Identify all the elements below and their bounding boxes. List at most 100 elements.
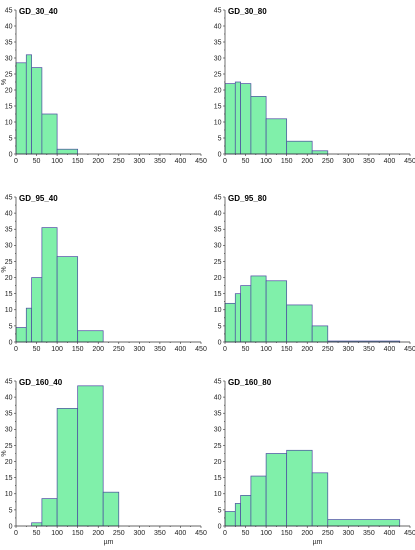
y-tick-label: 25 [5,259,13,266]
histogram-bar [15,327,27,343]
y-tick-label: 0 [9,151,13,158]
x-axis-label: µm [104,539,114,546]
histogram-bar [250,475,267,527]
histogram-bar [265,453,288,527]
y-tick-label: 35 [5,411,13,418]
x-tick-label: 200 [301,530,313,537]
y-tick-label: 40 [5,23,13,30]
x-tick-label: 100 [51,346,63,353]
y-tick-label: 35 [214,39,222,46]
y-tick-label: 0 [218,151,222,158]
x-tick-label: 200 [301,158,313,165]
panel-title: GD_30_40 [19,7,58,16]
panel-title: GD_95_40 [19,194,58,203]
histogram-bar [102,491,120,527]
histogram-bar [31,277,43,343]
y-tick-label: 45 [214,378,222,385]
x-tick-label: 350 [154,158,166,165]
x-tick-label: 450 [195,158,207,165]
y-tick-label: 5 [9,507,13,514]
x-tick-label: 50 [33,346,41,353]
y-tick-label: 25 [214,443,222,450]
panel-title: GD_30_80 [228,7,267,16]
x-tick-label: 250 [322,346,334,353]
x-tick-label: 50 [33,530,41,537]
histogram-bar [15,62,27,155]
x-tick-label: 200 [92,158,104,165]
y-tick-label: 20 [214,459,222,466]
histogram-bar [224,511,236,527]
y-tick-label: 35 [214,411,222,418]
y-tick-label: 20 [214,87,222,94]
y-tick-label: 30 [5,55,13,62]
y-tick-label: 10 [5,119,13,126]
y-tick-label: 10 [5,307,13,314]
histogram-bar [234,293,241,343]
histogram-bar [265,118,288,155]
y-tick-label: 40 [5,211,13,218]
y-tick-label: 10 [214,119,222,126]
x-tick-label: 400 [384,158,396,165]
histogram-bar [41,113,58,155]
x-tick-label: 100 [260,530,272,537]
y-tick-label: 20 [214,275,222,282]
histogram-bar [311,472,329,527]
histogram-bar [56,256,79,343]
x-tick-label: 450 [195,530,207,537]
y-tick-label: 30 [214,243,222,250]
x-tick-label: 350 [363,346,375,353]
x-tick-label: 150 [72,530,84,537]
x-tick-label: 300 [342,346,354,353]
histogram-bar [31,522,43,527]
x-axis-label: µm [313,539,323,546]
x-tick-label: 100 [260,158,272,165]
y-tick-label: 35 [5,39,13,46]
y-tick-label: 30 [5,427,13,434]
x-tick-label: 450 [195,346,207,353]
x-tick-label: 0 [14,158,18,165]
y-tick-label: 30 [214,427,222,434]
y-tick-label: 40 [214,395,222,402]
y-tick-label: 25 [214,71,222,78]
y-tick-label: 40 [214,23,222,30]
y-tick-label: 45 [5,378,13,385]
x-tick-label: 350 [154,530,166,537]
histogram-bar [224,302,236,343]
x-tick-label: 0 [223,346,227,353]
y-tick-label: 0 [218,523,222,530]
x-tick-label: 100 [51,530,63,537]
y-tick-label: 5 [218,135,222,142]
histogram-bar [25,307,32,343]
x-tick-label: 300 [342,158,354,165]
y-tick-label: 15 [214,475,222,482]
y-tick-label: 25 [5,443,13,450]
y-tick-label: 0 [9,523,13,530]
histogram-bar [250,275,267,343]
histogram-bar [240,285,252,343]
y-tick-label: 10 [214,307,222,314]
y-tick-label: 45 [214,194,222,201]
x-tick-label: 450 [404,158,415,165]
x-tick-label: 400 [175,158,187,165]
histogram-bar [311,150,329,155]
y-tick-label: 15 [5,475,13,482]
x-tick-label: 450 [404,530,415,537]
y-tick-label: 40 [5,395,13,402]
y-tick-label: 5 [218,323,222,330]
histogram-bar [286,449,313,527]
x-tick-label: 300 [342,530,354,537]
x-tick-label: 150 [72,158,84,165]
y-tick-label: 40 [214,211,222,218]
x-tick-label: 50 [242,530,250,537]
y-tick-label: 15 [5,103,13,110]
x-tick-label: 250 [113,346,125,353]
y-tick-label: 5 [9,135,13,142]
y-tick-label: 10 [214,491,222,498]
x-tick-label: 300 [133,158,145,165]
x-tick-label: 300 [133,530,145,537]
y-tick-label: 30 [214,55,222,62]
